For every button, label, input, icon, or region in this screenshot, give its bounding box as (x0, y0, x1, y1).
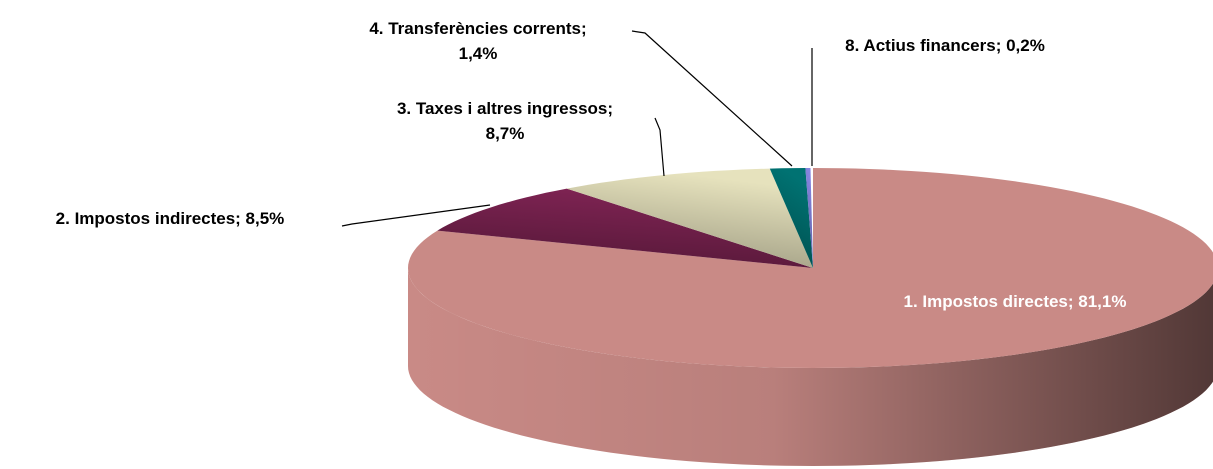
slice-shade (437, 188, 813, 268)
labels: 1. Impostos directes; 81,1% 2. Impostos i… (56, 19, 1127, 311)
leader-line (631, 30, 793, 167)
data-label-line: 1. Impostos directes; 81,1% (904, 292, 1127, 311)
data-label-line: 3. Taxes i altres ingressos; (397, 99, 613, 118)
data-label-line: 2. Impostos indirectes; 8,5% (56, 209, 285, 228)
leader-line (654, 117, 665, 177)
data-label-line: 1,4% (459, 44, 498, 63)
slice (408, 168, 1213, 368)
slice-side-shade (408, 268, 1213, 466)
pie-sides (408, 268, 1213, 466)
data-label: 1. Impostos directes; 81,1% (904, 292, 1127, 311)
data-label: 2. Impostos indirectes; 8,5% (56, 209, 285, 228)
leader-line (341, 204, 491, 227)
data-label: 3. Taxes i altres ingressos; 8,7% (397, 99, 613, 143)
data-label-line: 8. Actius financers; 0,2% (845, 36, 1045, 55)
data-label-line: 4. Transferències corrents; (369, 19, 586, 38)
slice-shade (805, 168, 813, 268)
data-label: 4. Transferències corrents; 1,4% (369, 19, 586, 63)
leader-lines (341, 30, 813, 227)
slice-shade (769, 168, 813, 268)
slice-shade (566, 168, 813, 268)
data-label: 8. Actius financers; 0,2% (845, 36, 1045, 55)
data-label-line: 8,7% (486, 124, 525, 143)
pie-tops (408, 168, 1213, 368)
